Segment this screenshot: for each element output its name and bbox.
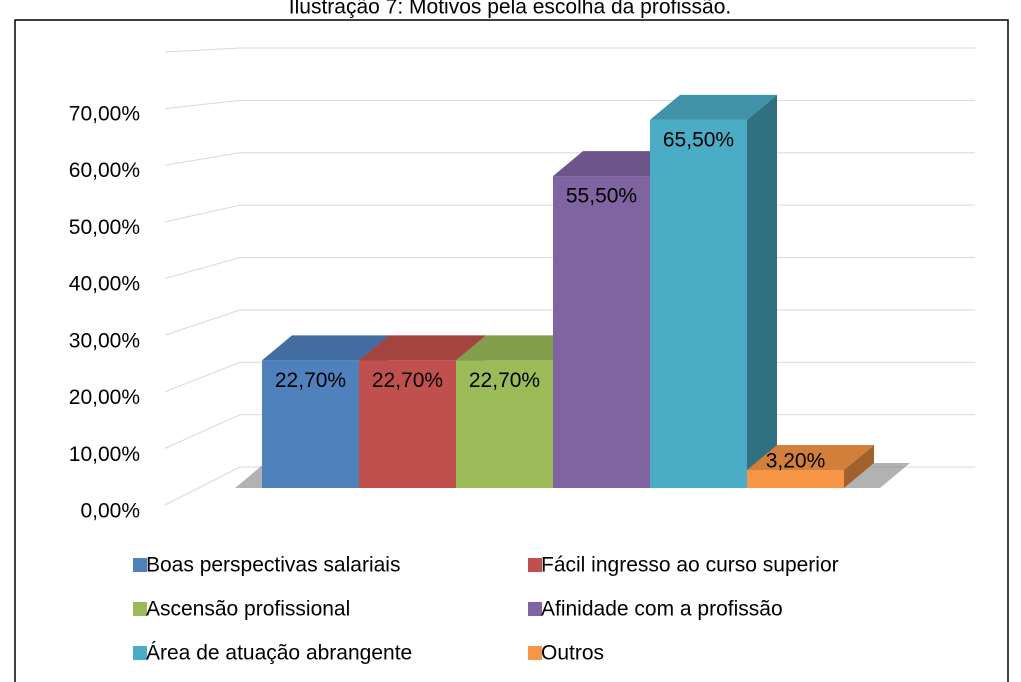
data-label: 22,70% xyxy=(469,369,540,392)
data-label: 22,70% xyxy=(275,369,346,392)
bar-side xyxy=(747,94,777,488)
legend-swatch xyxy=(133,602,147,616)
bar-top-shade xyxy=(359,335,486,361)
bar xyxy=(456,360,553,488)
title-background xyxy=(250,0,870,19)
y-tick-label: 30,00% xyxy=(69,329,140,352)
y-tick-label: 0,00% xyxy=(80,500,140,523)
y-tick-label: 10,00% xyxy=(69,443,140,466)
y-tick-label: 70,00% xyxy=(69,102,140,125)
bar-top-shade xyxy=(650,94,777,120)
data-label: 22,70% xyxy=(372,369,443,392)
bar-top-shade xyxy=(747,445,874,471)
y-tick-label: 60,00% xyxy=(69,159,140,182)
data-label: 3,20% xyxy=(766,450,826,473)
y-tick-label: 20,00% xyxy=(69,386,140,409)
bar-top xyxy=(262,335,389,361)
legend-swatch xyxy=(528,558,542,572)
bar xyxy=(359,360,456,488)
bar xyxy=(747,470,844,488)
bar-top xyxy=(456,335,583,361)
grid-line xyxy=(164,99,975,110)
data-label: 65,50% xyxy=(663,128,734,151)
legend-label: Outros xyxy=(541,642,604,665)
y-tick-label: 50,00% xyxy=(69,216,140,239)
bar xyxy=(262,360,359,488)
legend-swatch xyxy=(528,646,542,660)
grid-line-top xyxy=(164,47,241,53)
bar-top-shade xyxy=(553,151,680,177)
legend-label: Fácil ingresso ao curso superior xyxy=(541,554,839,577)
bar-top xyxy=(553,151,680,177)
legend-swatch xyxy=(133,558,147,572)
bar xyxy=(650,119,747,488)
legend-label: Boas perspectivas salariais xyxy=(146,554,400,577)
legend-label: Afinidade com a profissão xyxy=(541,598,783,621)
legend-label: Área de atuação abrangente xyxy=(146,642,412,665)
bar-side xyxy=(844,445,874,488)
legend-label: Ascensão profissional xyxy=(146,598,350,621)
legend-swatch xyxy=(528,602,542,616)
chart-frame xyxy=(14,19,1009,682)
bar-top xyxy=(359,335,486,361)
bar-top xyxy=(650,94,777,120)
data-label: 55,50% xyxy=(566,185,637,208)
bar-side-shade xyxy=(747,94,777,488)
bar-top xyxy=(747,445,874,471)
bar-side-shade xyxy=(844,445,874,488)
chart-title: Ilustração 7: Motivos pela escolha da pr… xyxy=(289,0,731,19)
bar-top-shade xyxy=(456,335,583,361)
y-tick-label: 40,00% xyxy=(69,273,140,296)
bar xyxy=(553,176,650,488)
bar-top-shade xyxy=(262,335,389,361)
legend-swatch xyxy=(133,646,147,660)
